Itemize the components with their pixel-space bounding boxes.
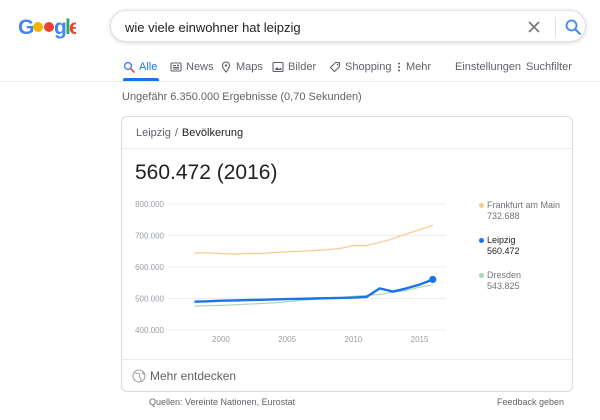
series-end-point-leipzig [429, 275, 437, 284]
explore-more-label: Mehr entdecken [150, 369, 237, 383]
svg-text:G: G [18, 16, 34, 39]
tab-shopping[interactable]: Shopping [329, 52, 392, 82]
legend-name: Frankfurt am Main [487, 200, 561, 210]
series-line-dresden [194, 284, 433, 307]
legend-value: 543.825 [487, 281, 520, 291]
search-divider [555, 17, 556, 37]
image-icon [272, 61, 284, 73]
tab-maps[interactable]: Maps [220, 52, 263, 82]
tab-label: News [186, 61, 214, 73]
sources-note: Quellen: Vereinte Nationen, Eurostat [149, 397, 296, 407]
settings-link[interactable]: Einstellungen [455, 52, 521, 82]
breadcrumb-topic: Bevölkerung [181, 127, 244, 139]
card-divider [122, 148, 572, 149]
population-chart[interactable]: 400.000 500.000 600.000 700.000 800.000 2000 2… [122, 192, 472, 352]
tag-icon [329, 61, 341, 73]
settings-label: Einstellungen [455, 61, 522, 73]
tab-news[interactable]: News [170, 52, 214, 82]
search-input[interactable] [125, 18, 505, 36]
legend-dot [479, 203, 484, 208]
y-tick-label: 500.000 [135, 295, 164, 304]
y-tick-label: 600.000 [135, 263, 164, 272]
search-icon [123, 61, 135, 73]
search-box[interactable] [110, 10, 586, 42]
legend-name: Dresden [487, 270, 522, 280]
search-filter-label: Suchfilter [526, 61, 572, 73]
newspaper-icon [170, 61, 182, 73]
tab-label: Shopping [345, 61, 392, 73]
explore-more-button[interactable]: Mehr entdecken [132, 369, 236, 383]
tab-label: Alle [139, 61, 158, 73]
tab-label: Mehr [406, 61, 432, 73]
svg-text:l: l [65, 16, 71, 39]
population-headline: 560.472 (2016) [135, 161, 278, 184]
legend-item-dresden[interactable]: Dresden 543.825 [479, 270, 569, 292]
x-tick-label: 2010 [344, 335, 362, 344]
clear-icon[interactable] [525, 18, 543, 36]
legend-value: 560.472 [487, 246, 520, 256]
search-filter-link[interactable]: Suchfilter [526, 52, 572, 82]
active-tab-indicator [123, 78, 159, 81]
legend-dot [479, 273, 484, 278]
legend-item-frankfurt[interactable]: Frankfurt am Main 732.688 [479, 200, 569, 222]
map-pin-icon [220, 61, 232, 73]
feedback-link[interactable]: Feedback geben [497, 397, 565, 407]
tab-bilder[interactable]: Bilder [272, 52, 316, 82]
breadcrumb-separator: / [174, 127, 178, 139]
legend-name: Leipzig [487, 235, 516, 245]
search-icon[interactable] [564, 18, 582, 36]
y-tick-label: 700.000 [135, 232, 164, 241]
legend-value: 732.688 [487, 211, 520, 221]
x-tick-label: 2005 [278, 335, 296, 344]
svg-text:e: e [69, 16, 76, 39]
card-divider [122, 359, 572, 360]
svg-text:g: g [54, 16, 67, 39]
more-vertical-icon [396, 61, 402, 73]
google-logo[interactable]: G g l e [18, 14, 76, 40]
series-line-frankfurt [194, 224, 433, 255]
tab-label: Maps [236, 61, 263, 73]
google-logo-graphic: G g l e [18, 16, 76, 39]
globe-icon [132, 369, 146, 383]
result-stats: Ungefähr 6.350.000 Ergebnisse (0,70 Seku… [122, 91, 362, 103]
legend-item-leipzig[interactable]: Leipzig 560.472 [479, 235, 569, 257]
breadcrumb: Leipzig / Bevölkerung [136, 127, 243, 139]
legend-dot [479, 238, 484, 243]
series-line-leipzig [194, 278, 434, 303]
x-tick-label: 2015 [411, 335, 429, 344]
tab-mehr[interactable]: Mehr [396, 52, 431, 82]
search-tabs: Alle News Maps Bilder Shopping Mehr Eins… [0, 52, 600, 82]
breadcrumb-city[interactable]: Leipzig [136, 127, 171, 139]
tab-label: Bilder [288, 61, 317, 73]
population-card: Leipzig / Bevölkerung 560.472 (2016) 400.0… [121, 116, 573, 392]
x-tick-label: 2000 [212, 335, 230, 344]
tab-alle[interactable]: Alle [123, 52, 157, 82]
y-tick-label: 800.000 [135, 200, 164, 209]
chart-legend: Frankfurt am Main 732.688 Leipzig 560.47… [479, 200, 569, 305]
y-tick-label: 400.000 [135, 326, 164, 335]
